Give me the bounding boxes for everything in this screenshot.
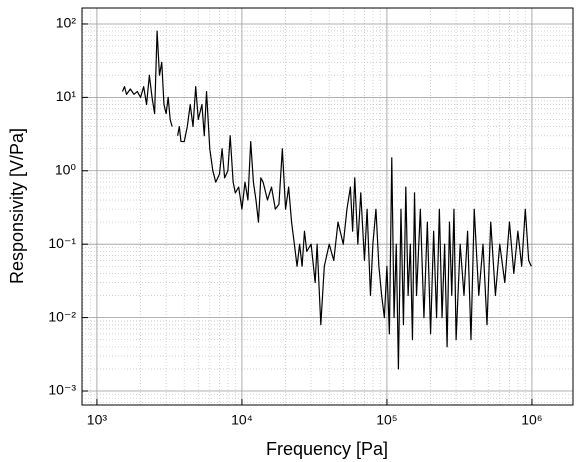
y-tick-label: 10⁰ (55, 161, 77, 177)
x-tick-label: 10³ (87, 412, 108, 428)
x-tick-label: 10⁴ (231, 412, 253, 428)
y-axis-label: Responsivity [V/Pa] (7, 128, 27, 284)
y-tick-label: 10¹ (56, 88, 77, 104)
x-tick-label: 10⁶ (521, 412, 542, 428)
plot-frame (81, 7, 574, 406)
y-tick-label: 10⁻² (48, 308, 76, 324)
x-axis-label: Frequency [Pa] (266, 439, 388, 459)
y-tick-label: 10⁻³ (48, 382, 76, 398)
data-line (121, 30, 532, 370)
y-tick-label: 10² (56, 15, 77, 31)
y-tick-label: 10⁻¹ (48, 235, 76, 251)
x-tick-label: 10⁵ (376, 412, 397, 428)
